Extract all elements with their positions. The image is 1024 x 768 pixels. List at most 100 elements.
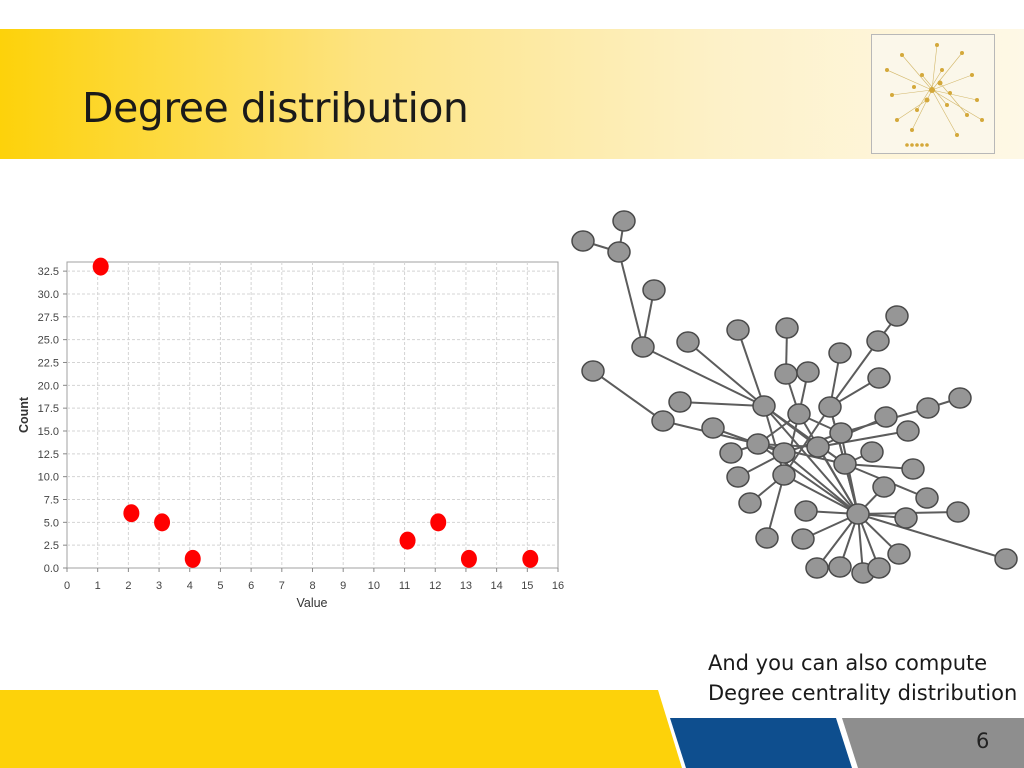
graph-edge <box>857 513 1007 560</box>
x-tick-label: 11 <box>399 580 410 592</box>
y-tick-label: 10.0 <box>38 472 59 484</box>
footer-band <box>0 690 1024 768</box>
graph-node <box>796 361 820 383</box>
caption: And you can also compute Degree centrali… <box>708 648 1017 708</box>
graph-node <box>787 403 811 425</box>
data-point <box>430 513 447 532</box>
graph-node <box>719 442 743 464</box>
graph-node <box>818 396 842 418</box>
graph-node <box>885 305 909 327</box>
y-tick-label: 20.0 <box>38 380 59 392</box>
graph-edge <box>783 452 859 515</box>
network-thumbnail-image <box>871 34 995 154</box>
graph-edge <box>687 341 765 407</box>
graph-edge <box>829 340 879 408</box>
data-point <box>399 531 416 550</box>
graph-node <box>772 442 796 464</box>
graph-node <box>901 458 925 480</box>
graph-node <box>805 557 829 579</box>
graph-node <box>866 330 890 352</box>
graph-edges <box>582 220 1007 574</box>
data-point <box>184 549 201 568</box>
graph-node <box>896 420 920 442</box>
graph-node <box>775 317 799 339</box>
slide-title: Degree distribution <box>82 84 469 132</box>
x-tick-label: 2 <box>125 580 131 592</box>
x-tick-label: 4 <box>187 580 193 592</box>
y-tick-label: 32.5 <box>38 266 59 278</box>
y-tick-label: 27.5 <box>38 312 59 324</box>
data-points <box>92 257 539 568</box>
x-axis-ticks: 0 1 2 3 4 5 6 7 8 9 10 11 12 13 14 15 16 <box>64 568 564 592</box>
y-tick-label: 7.5 <box>44 494 59 506</box>
graph-node <box>651 410 675 432</box>
graph-nodes <box>571 210 1018 584</box>
network-graph-image <box>571 210 1018 584</box>
graph-node <box>894 507 918 529</box>
x-tick-label: 3 <box>156 580 162 592</box>
footer-blue-shape <box>670 718 852 768</box>
graph-node <box>668 391 692 413</box>
graph-edge <box>737 329 765 407</box>
graph-edge <box>816 513 859 569</box>
graph-node <box>994 548 1018 570</box>
graph-node <box>631 336 655 358</box>
data-point <box>460 549 477 568</box>
graph-node <box>872 476 896 498</box>
graph-edge <box>817 446 859 515</box>
x-tick-label: 7 <box>279 580 285 592</box>
graph-node <box>806 436 830 458</box>
graph-node <box>874 406 898 428</box>
x-tick-label: 15 <box>521 580 533 592</box>
graph-node <box>833 453 857 475</box>
graph-node <box>791 528 815 550</box>
x-tick-label: 5 <box>217 580 223 592</box>
graph-node <box>701 417 725 439</box>
graph-node <box>726 319 750 341</box>
graph-node <box>846 503 870 525</box>
graph-edge <box>783 474 859 515</box>
y-tick-label: 22.5 <box>38 357 59 369</box>
y-tick-label: 2.5 <box>44 540 59 552</box>
caption-line-2: Degree centrality distribution <box>708 681 1018 705</box>
x-tick-label: 12 <box>429 580 441 592</box>
graph-node <box>829 422 853 444</box>
data-point <box>522 549 539 568</box>
graph-node <box>828 556 852 578</box>
graph-edge <box>618 251 644 348</box>
graph-node <box>612 210 636 232</box>
graph-node <box>607 241 631 263</box>
graph-node <box>752 395 776 417</box>
graph-edge <box>592 370 664 422</box>
graph-edge <box>642 346 765 407</box>
graph-node <box>860 441 884 463</box>
graph-node <box>867 367 891 389</box>
y-tick-label: 30.0 <box>38 289 59 301</box>
data-point <box>123 504 140 523</box>
y-axis-ticks: 0.0 2.5 5.0 7.5 10.0 12.5 15.0 17.5 20.0 22.5 25.0… <box>38 266 67 575</box>
graph-node <box>948 387 972 409</box>
x-axis-label: Value <box>296 596 327 610</box>
graph-node <box>946 501 970 523</box>
graph-node <box>772 464 796 486</box>
x-tick-label: 1 <box>95 580 101 592</box>
x-tick-label: 9 <box>340 580 346 592</box>
y-tick-label: 0.0 <box>44 563 59 575</box>
graph-edge <box>783 406 831 476</box>
graph-node <box>676 331 700 353</box>
graph-node <box>642 279 666 301</box>
graph-edge <box>763 405 859 515</box>
y-tick-label: 12.5 <box>38 449 59 461</box>
x-tick-label: 0 <box>64 580 70 592</box>
footer-gray-shape <box>842 718 1024 768</box>
graph-node <box>915 487 939 509</box>
graph-edge <box>763 405 785 476</box>
graph-node <box>794 500 818 522</box>
graph-node <box>746 433 770 455</box>
graph-node <box>867 557 891 579</box>
header-band <box>0 29 1024 159</box>
y-tick-label: 15.0 <box>38 426 59 438</box>
x-tick-label: 14 <box>491 580 503 592</box>
degree-distribution-chart: 0.0 2.5 5.0 7.5 10.0 12.5 15.0 17.5 20.0 22.5 25.0… <box>17 257 564 610</box>
y-tick-label: 5.0 <box>44 517 59 529</box>
